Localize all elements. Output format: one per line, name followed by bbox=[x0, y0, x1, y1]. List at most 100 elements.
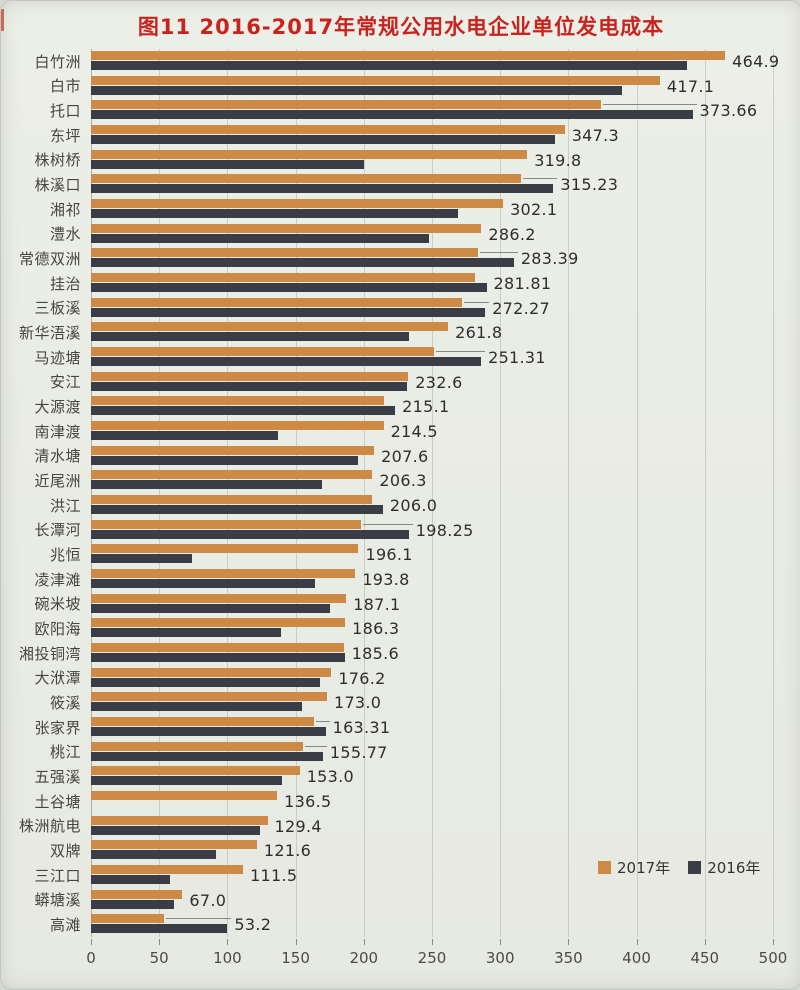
value-label: 67.0 bbox=[189, 890, 227, 910]
category-label: 新华浯溪 bbox=[18, 324, 81, 343]
category-label: 高滩 bbox=[49, 916, 81, 935]
bar-2016 bbox=[91, 381, 408, 391]
value-label: 251.31 bbox=[488, 348, 546, 367]
bar-2017 bbox=[91, 100, 601, 110]
category-label: 安江 bbox=[49, 373, 81, 392]
category-label: 株洲航电 bbox=[18, 817, 81, 836]
legend-item-2016: 2016年 bbox=[688, 857, 760, 878]
gridline-0 bbox=[91, 49, 92, 937]
value-label: 232.6 bbox=[415, 372, 463, 392]
category-label: 五强溪 bbox=[34, 768, 81, 787]
gridline-400 bbox=[636, 49, 638, 937]
category-label: 桃江 bbox=[49, 743, 81, 762]
gridline-450 bbox=[704, 49, 706, 937]
bar-2017 bbox=[91, 445, 375, 455]
bar-2017 bbox=[91, 815, 268, 825]
chart-legend: 2017年 2016年 bbox=[598, 857, 760, 878]
category-label: 大源渡 bbox=[34, 398, 81, 417]
category-label: 兆恒 bbox=[49, 546, 81, 565]
axis-tick-mark bbox=[91, 939, 92, 945]
axis-tick-label: 200 bbox=[349, 949, 379, 967]
gridline-100 bbox=[227, 49, 229, 937]
bar-2016 bbox=[91, 110, 693, 120]
value-label: 272.27 bbox=[492, 298, 550, 318]
bar-2017 bbox=[91, 495, 372, 504]
bar-2016 bbox=[91, 554, 192, 564]
value-label: 283.39 bbox=[520, 249, 579, 269]
value-label: 214.5 bbox=[390, 422, 438, 441]
leader-line bbox=[165, 918, 232, 920]
value-label: 417.1 bbox=[666, 76, 715, 96]
category-label: 清水塘 bbox=[34, 447, 81, 466]
value-label: 206.3 bbox=[379, 471, 427, 491]
gridline-250 bbox=[432, 49, 433, 937]
bar-2016 bbox=[91, 899, 175, 909]
bar-2016 bbox=[91, 850, 217, 860]
category-label: 湘祁 bbox=[49, 200, 81, 219]
bar-2017 bbox=[91, 692, 327, 702]
value-label: 185.6 bbox=[351, 644, 400, 663]
value-label: 153.0 bbox=[306, 767, 354, 787]
bar-2016 bbox=[91, 875, 171, 884]
value-label: 198.25 bbox=[415, 520, 474, 540]
category-label: 近尾洲 bbox=[34, 472, 81, 491]
bar-2016 bbox=[91, 480, 322, 490]
axis-tick-label: 450 bbox=[690, 949, 720, 967]
leader-line bbox=[363, 523, 413, 525]
axis-tick-mark bbox=[500, 939, 502, 945]
value-label: 196.1 bbox=[365, 545, 413, 565]
bar-2016 bbox=[91, 455, 359, 465]
bar-2016 bbox=[91, 529, 409, 539]
value-label: 215.1 bbox=[402, 397, 450, 417]
value-label: 129.4 bbox=[274, 816, 322, 836]
bar-2016 bbox=[91, 628, 281, 638]
value-label: 155.77 bbox=[329, 742, 388, 762]
legend-label-2016: 2016年 bbox=[707, 859, 761, 877]
bar-2016 bbox=[91, 307, 486, 317]
value-label: 136.5 bbox=[284, 792, 332, 811]
bar-2017 bbox=[91, 544, 359, 554]
value-label: 206.0 bbox=[389, 496, 438, 515]
axis-tick-mark bbox=[432, 939, 433, 945]
bar-2016 bbox=[91, 184, 554, 194]
category-label: 凌津滩 bbox=[34, 570, 81, 589]
axis-tick-label: 150 bbox=[281, 949, 310, 967]
category-label: 大洑潭 bbox=[34, 669, 81, 688]
bar-2017 bbox=[91, 273, 476, 282]
bar-2017 bbox=[91, 593, 347, 603]
bar-2017 bbox=[91, 396, 385, 406]
legend-swatch-2017 bbox=[598, 861, 611, 874]
category-label: 土谷塘 bbox=[34, 792, 81, 811]
bar-2017 bbox=[91, 174, 521, 184]
leader-line bbox=[522, 178, 558, 180]
axis-tick-label: 500 bbox=[758, 949, 788, 967]
bar-2017 bbox=[91, 421, 384, 430]
bar-2016 bbox=[91, 406, 396, 416]
bar-2017 bbox=[91, 569, 356, 578]
bar-2017 bbox=[91, 914, 164, 924]
bar-2016 bbox=[91, 85, 622, 95]
axis-tick-mark bbox=[568, 939, 570, 945]
category-label: 三板溪 bbox=[34, 299, 81, 318]
category-label: 株树桥 bbox=[34, 151, 81, 170]
bar-2017 bbox=[91, 371, 409, 381]
axis-tick-mark bbox=[363, 939, 365, 945]
bar-2016 bbox=[91, 135, 555, 144]
axis-tick-mark bbox=[636, 939, 638, 945]
bar-2016 bbox=[91, 61, 688, 70]
bar-2016 bbox=[91, 283, 487, 292]
value-label: 281.81 bbox=[493, 274, 552, 293]
value-label: 373.66 bbox=[699, 101, 758, 121]
bar-2016 bbox=[91, 924, 228, 934]
bar-2016 bbox=[91, 233, 430, 243]
bar-2016 bbox=[91, 209, 458, 218]
category-label: 湘投铜湾 bbox=[18, 644, 81, 663]
category-label: 碗米坡 bbox=[34, 595, 81, 614]
gridline-500 bbox=[773, 49, 774, 937]
bar-2017 bbox=[91, 51, 726, 60]
bar-2016 bbox=[91, 751, 323, 761]
bar-2017 bbox=[91, 889, 183, 899]
gridline-200 bbox=[363, 49, 365, 937]
bar-2017 bbox=[91, 322, 449, 332]
